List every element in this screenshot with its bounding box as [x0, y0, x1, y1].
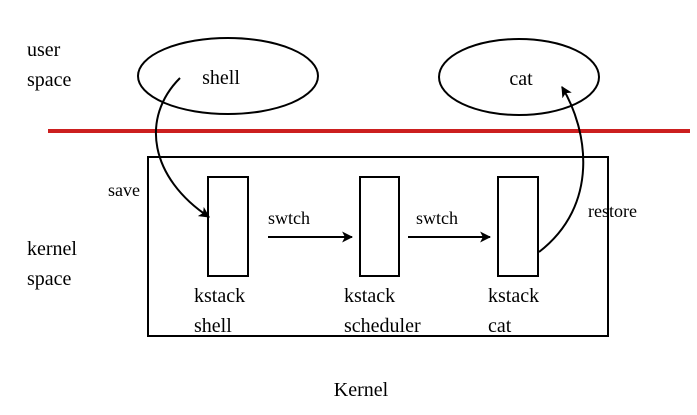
kstack-cat-rect — [497, 176, 539, 277]
save-arrow — [155, 77, 210, 218]
restore-arrow-label: restore — [588, 201, 637, 221]
save-arrow-label: save — [108, 180, 140, 200]
shell-process-ellipse — [137, 37, 319, 115]
kernel-caption: Kernel — [334, 379, 389, 401]
kstack-shell-rect — [207, 176, 249, 277]
restore-arrow — [538, 86, 585, 253]
kstack-cat-label-line2: cat — [488, 315, 512, 337]
kernel-space-label-line1: kernel — [27, 238, 77, 260]
shell-process-label: shell — [202, 67, 240, 89]
kstack-cat-label-line1: kstack — [488, 285, 539, 307]
kernel-space-label-line2: space — [27, 268, 72, 290]
kstack-shell-label-line2: shell — [194, 315, 232, 337]
cat-process-label: cat — [509, 68, 533, 90]
kstack-shell-label-line1: kstack — [194, 285, 245, 307]
switch-arrow-2-label: swtch — [416, 208, 458, 228]
kstack-scheduler-label-line2: scheduler — [344, 315, 421, 337]
kernel-box — [147, 156, 609, 337]
user-space-label-line2: space — [27, 69, 72, 91]
kstack-scheduler-label-line1: kstack — [344, 285, 395, 307]
user-space-label-line1: user — [27, 39, 61, 61]
switch-arrow-1-label: swtch — [268, 208, 310, 228]
cat-process-ellipse — [438, 38, 600, 116]
kstack-scheduler-rect — [359, 176, 400, 277]
